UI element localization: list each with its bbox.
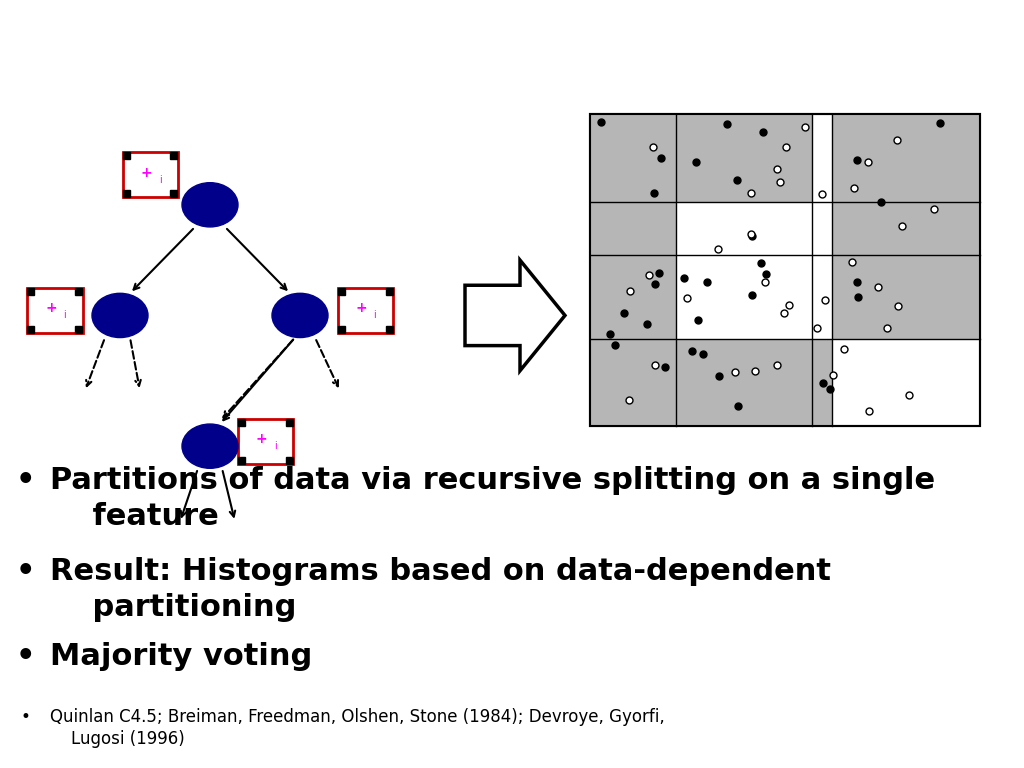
Bar <box>338 326 344 333</box>
Bar <box>171 190 177 197</box>
Text: +: + <box>355 301 367 316</box>
Bar <box>590 114 980 426</box>
Bar <box>385 326 392 333</box>
Bar <box>286 457 293 464</box>
Text: i: i <box>273 441 276 451</box>
Bar <box>831 114 980 254</box>
Bar <box>123 152 129 159</box>
Text: i: i <box>159 174 162 184</box>
Bar <box>76 326 83 333</box>
Text: +: + <box>45 301 56 316</box>
Bar <box>238 457 245 464</box>
Text: +: + <box>140 166 152 180</box>
Bar <box>831 254 980 339</box>
Text: i: i <box>63 310 67 320</box>
Text: •: • <box>15 557 35 586</box>
FancyBboxPatch shape <box>28 288 83 333</box>
Bar <box>590 114 980 426</box>
Bar <box>590 254 676 339</box>
Text: Result: Histograms based on data-dependent
    partitioning: Result: Histograms based on data-depende… <box>50 557 831 622</box>
Bar <box>338 288 344 295</box>
Bar <box>676 339 831 426</box>
Bar <box>28 288 35 295</box>
FancyBboxPatch shape <box>123 152 177 197</box>
Text: i: i <box>374 310 377 320</box>
Text: •: • <box>15 466 35 495</box>
Bar <box>385 288 392 295</box>
Text: +: + <box>255 432 267 446</box>
Text: Decision Trees -- Not Stable: Decision Trees -- Not Stable <box>209 27 815 65</box>
Ellipse shape <box>272 293 328 338</box>
Text: •: • <box>20 707 30 726</box>
Bar <box>123 190 129 197</box>
Bar <box>286 419 293 425</box>
Bar <box>238 419 245 425</box>
Bar <box>76 288 83 295</box>
Ellipse shape <box>182 183 238 227</box>
Ellipse shape <box>182 424 238 468</box>
Text: Partitions of data via recursive splitting on a single
    feature: Partitions of data via recursive splitti… <box>50 466 935 531</box>
FancyBboxPatch shape <box>238 419 293 464</box>
Polygon shape <box>465 260 565 371</box>
Bar <box>28 326 35 333</box>
Bar <box>590 114 676 254</box>
Ellipse shape <box>92 293 148 338</box>
Bar <box>676 114 812 201</box>
Bar <box>590 339 676 426</box>
FancyBboxPatch shape <box>338 288 392 333</box>
Text: Majority voting: Majority voting <box>50 642 312 671</box>
Text: Quinlan C4.5; Breiman, Freedman, Olshen, Stone (1984); Devroye, Gyorfi,
    Lugo: Quinlan C4.5; Breiman, Freedman, Olshen,… <box>50 707 665 748</box>
Bar <box>171 152 177 159</box>
Text: •: • <box>15 642 35 671</box>
